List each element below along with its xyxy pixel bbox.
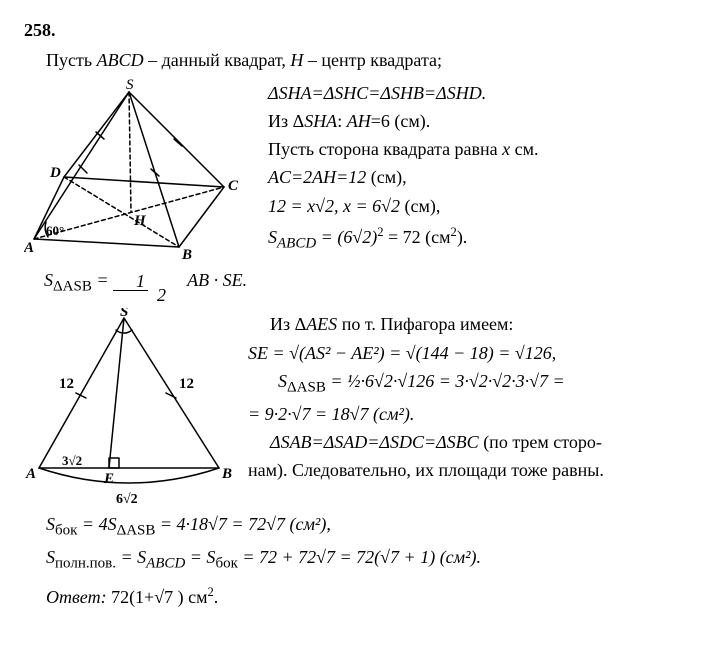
uf1-lhs: S [44, 270, 53, 290]
b1-fs-pre: Из Δ [268, 111, 304, 131]
fig1-label-s: S [126, 77, 134, 93]
b1-side-text: Пусть сторона квадрата равна x см. [268, 137, 701, 161]
b2-et: ΔSAB=ΔSAD=ΔSDC=ΔSBC [270, 432, 479, 452]
b2-s-sub: ΔASB [287, 380, 326, 396]
ans-label: Ответ: [46, 587, 107, 607]
sb-lhs: S [46, 514, 55, 534]
sp-sub: полн.пов. [55, 556, 116, 572]
fig2-label-s: S [120, 308, 128, 320]
b2-sasb: SΔASB = ½·6√2·√126 = 3·√2·√2·3·√7 = [248, 369, 701, 398]
b1-side-t: Пусть сторона квадрата равна [268, 139, 502, 159]
row-2: S A B E 12 12 3√2 6√2 Из ΔAES по т. Пифа… [24, 308, 701, 508]
b2-tri: AES [306, 314, 337, 334]
b2-sasb2: = 9·2·√7 = 18√7 (см²). [248, 402, 701, 426]
sp-lhs: S [46, 547, 55, 567]
b1-from-sha: Из ΔSHA: AH=6 (см). [268, 109, 701, 133]
b2-eq-tris-cont: нам). Следовательно, их площади тоже рав… [248, 458, 701, 482]
b2-eq-tris: ΔSAB=ΔSAD=ΔSDC=ΔSBC (по трем сторо- [248, 430, 701, 454]
answer-line: Ответ: 72(1+√7 ) см2. [24, 584, 701, 609]
intro-text2: – данный квадрат, [144, 50, 291, 70]
b1-side-u: см. [510, 139, 538, 159]
b1-ac: AC=2AH=12 (см), [268, 165, 701, 189]
block1-text: ΔSHA=ΔSHC=ΔSHB=ΔSHD. Из ΔSHA: AH=6 (см).… [268, 77, 701, 258]
sp-plus: = S [185, 547, 215, 567]
s-poln-line: Sполн.пов. = SABCD = Sбок = 72 + 72√7 = … [24, 545, 701, 574]
intro-center: H [290, 50, 303, 70]
b1-fs-tri: SHA [304, 111, 337, 131]
b2-se-line: SE = √(AS² − AE²) = √(144 − 18) = √126, [248, 341, 701, 365]
b2-post: по т. Пифагора имеем: [337, 314, 513, 334]
b1-ah: AH [347, 111, 371, 131]
fig1-label-h: H [133, 213, 147, 229]
fig2-ae: 3√2 [62, 453, 82, 468]
fig1-label-a: A [24, 240, 34, 256]
under-fig1-eq: SΔASB = 12 AB · SE. [24, 268, 254, 297]
b1-l12-u: (см), [405, 196, 441, 216]
b1-ac-unit: (см), [371, 167, 407, 187]
b2-s-lhs: S [278, 371, 287, 391]
fig2-base: 6√2 [116, 492, 138, 507]
fig1-angle: 60° [46, 223, 64, 238]
fig2-side-r: 12 [179, 376, 194, 392]
b1-fs-post: : [337, 111, 347, 131]
fig2-label-b: B [221, 466, 232, 482]
fig2-label-a: A [25, 466, 36, 482]
intro-text: Пусть [46, 50, 97, 70]
uf1-rhs: AB · SE. [183, 270, 247, 290]
b1-l12: 12 = x√2, x = 6√2 [268, 196, 405, 216]
sb-sub2: ΔASB [117, 523, 156, 539]
sb-sub: бок [55, 523, 77, 539]
fig2-side-l: 12 [59, 376, 74, 392]
b2-pre: Из Δ [270, 314, 306, 334]
ans-val: 72(1+√7 ) см [107, 587, 208, 607]
sb-eq: = 4S [77, 514, 116, 534]
figure-triangle: S A B E 12 12 3√2 6√2 [24, 308, 234, 508]
uf1-den: 2 [157, 285, 166, 305]
sb-val: = 4·18√7 = 72√7 (см²), [155, 514, 330, 534]
b1-line12: 12 = x√2, x = 6√2 (см), [268, 194, 701, 218]
block2-text: Из ΔAES по т. Пифагора имеем: SE = √(AS²… [248, 308, 701, 486]
b1-s-val: = 72 (см [383, 227, 450, 247]
b2-pythag: Из ΔAES по т. Пифагора имеем: [248, 312, 701, 336]
b1-s-lhs: S [268, 227, 277, 247]
fig1-label-d: D [49, 165, 61, 181]
b1-s-sub: ABCD [277, 236, 316, 252]
s-bok-line: Sбок = 4SΔASB = 4·18√7 = 72√7 (см²), [24, 512, 701, 541]
sp-sub3: бок [215, 556, 237, 572]
figure-pyramid: S A B C D H 60° SΔASB = 12 AB · SE. [24, 77, 254, 301]
b1-s-unit: ). [457, 227, 468, 247]
b1-ac-eq: AC=2AH=12 [268, 167, 371, 187]
b2-et-post: (по трем сторо- [479, 432, 602, 452]
intro-text3: – центр квадрата; [303, 50, 442, 70]
fig1-label-b: B [181, 247, 192, 262]
intro-square: ABCD [97, 50, 144, 70]
b2-s-eq: = ½·6√2·√126 = 3·√2·√2·3·√7 = [326, 371, 565, 391]
problem-number: 258. [24, 18, 701, 42]
b1-side-v: x [502, 139, 510, 159]
fig1-label-c: C [228, 178, 239, 194]
uf1-eq: = [92, 270, 113, 290]
intro-line: Пусть ABCD – данный квадрат, H – центр к… [24, 48, 701, 72]
b1-s-eq: = (6√2) [316, 227, 377, 247]
sp-val: = 72 + 72√7 = 72(√7 + 1) (см²). [238, 547, 481, 567]
uf1-sub: ΔASB [53, 278, 92, 294]
sp-sub2: ABCD [146, 556, 185, 572]
b1-eq-triangles: ΔSHA=ΔSHC=ΔSHB=ΔSHD. [268, 81, 701, 105]
b1-ah-val: =6 (см). [371, 111, 431, 131]
row-1: S A B C D H 60° SΔASB = 12 AB · SE. ΔSHA… [24, 77, 701, 301]
sp-eq: = S [116, 547, 146, 567]
b1-sabcd: SABCD = (6√2)2 = 72 (см2). [268, 224, 701, 254]
fig2-label-e: E [103, 471, 114, 487]
